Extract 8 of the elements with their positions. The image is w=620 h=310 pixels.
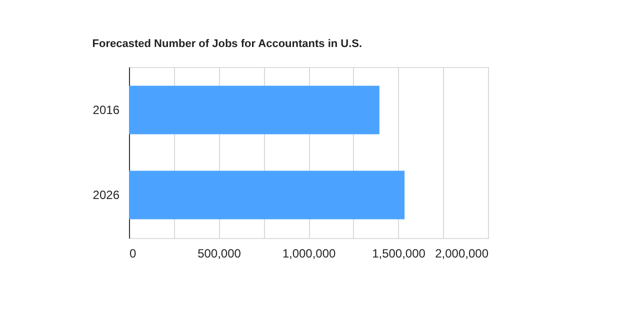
x-tick-label: 0 (130, 246, 136, 260)
chart-title: Forecasted Number of Jobs for Accountants in U.S. (92, 38, 362, 50)
y-tick-label: 2016 (92, 102, 120, 117)
y-tick-label: 2026 (92, 188, 120, 202)
x-tick-label: 1,000,000 (282, 246, 336, 260)
x-tick-label: 2,000,000 (435, 246, 489, 260)
x-tick-label: 500,000 (198, 246, 242, 260)
x-tick-label: 1,500,000 (372, 246, 426, 260)
